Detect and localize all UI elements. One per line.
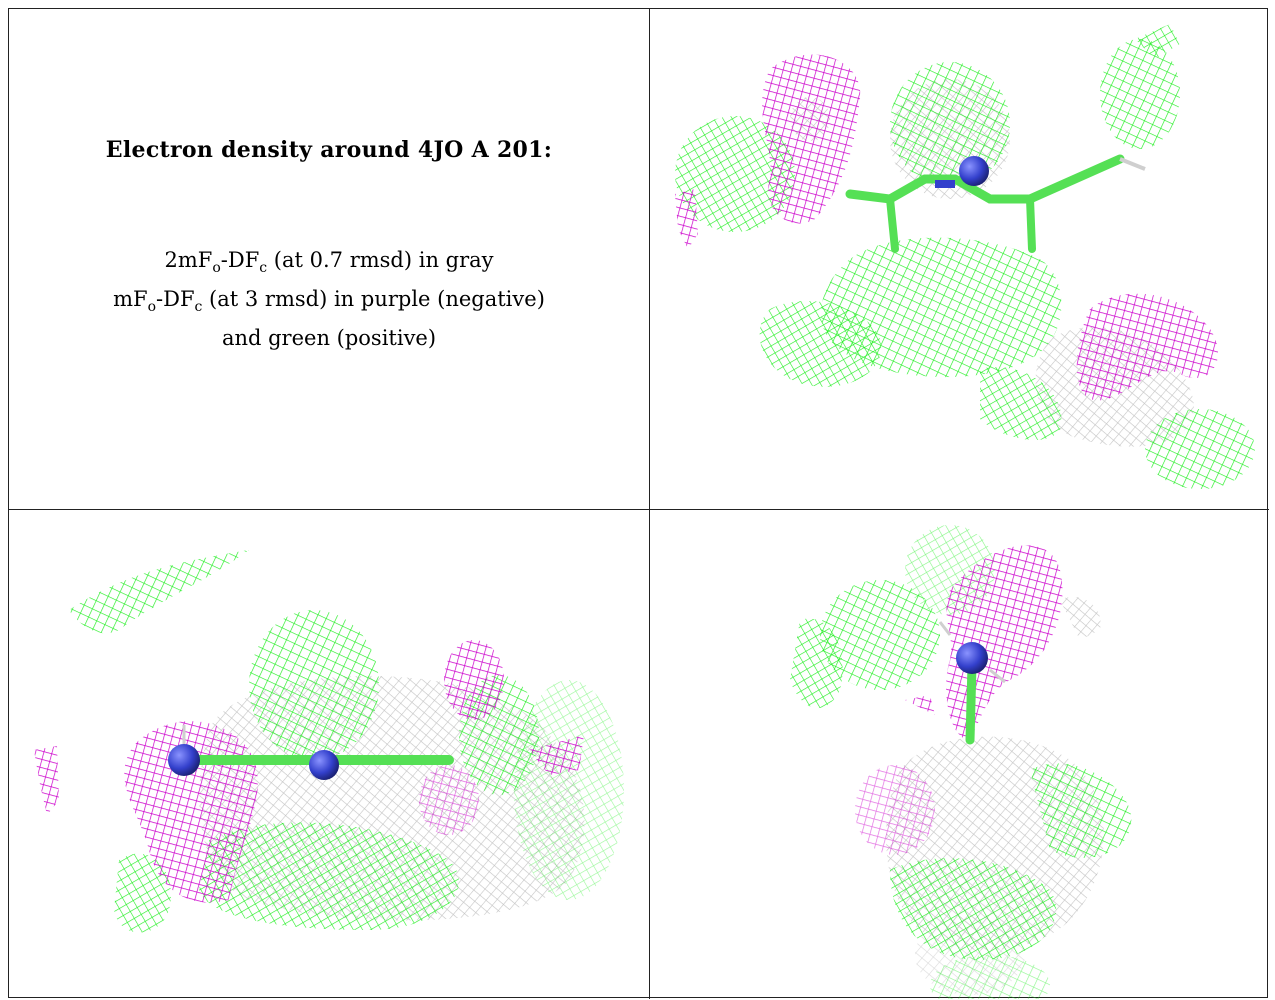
nitrogen-atom-2a — [168, 744, 200, 776]
grid-divider-vertical — [649, 9, 650, 999]
caption-legend: 2mFo-DFc (at 0.7 rmsd) in gray mFo-DFc (… — [9, 245, 649, 354]
ligand-sticks-1 — [845, 154, 1146, 253]
density-render-3 — [790, 525, 1132, 999]
caption-cell: Electron density around 4JO A 201: 2mFo-… — [9, 9, 649, 509]
green-mesh-1 — [675, 24, 1255, 489]
density-view-1 — [650, 9, 1269, 509]
purple-mesh-2 — [34, 640, 584, 903]
green-mesh-2 — [69, 550, 539, 933]
nitrogen-atom-1 — [959, 156, 989, 186]
density-view-3 — [650, 510, 1269, 999]
legend-line-difference: mFo-DFc (at 3 rmsd) in purple (negative) — [113, 287, 545, 316]
grid-divider-horizontal — [9, 509, 1269, 510]
figure-grid: Electron density around 4JO A 201: 2mFo-… — [8, 8, 1269, 999]
purple-mesh-1 — [675, 54, 1219, 401]
ligand-sticks-3 — [938, 621, 1006, 745]
ligand-sticks-2 — [179, 725, 454, 765]
legend-line-positive: and green (positive) — [221, 326, 437, 351]
density-render-2 — [34, 550, 624, 933]
nitrogen-atom-2b — [309, 750, 339, 780]
legend-line-gray: 2mFo-DFc (at 0.7 rmsd) in gray — [164, 248, 494, 277]
nitrogen-atom-3 — [956, 642, 988, 674]
density-view-2 — [9, 510, 649, 999]
density-render-1 — [675, 24, 1255, 489]
caption-title: Electron density around 4JO A 201: — [105, 137, 553, 163]
